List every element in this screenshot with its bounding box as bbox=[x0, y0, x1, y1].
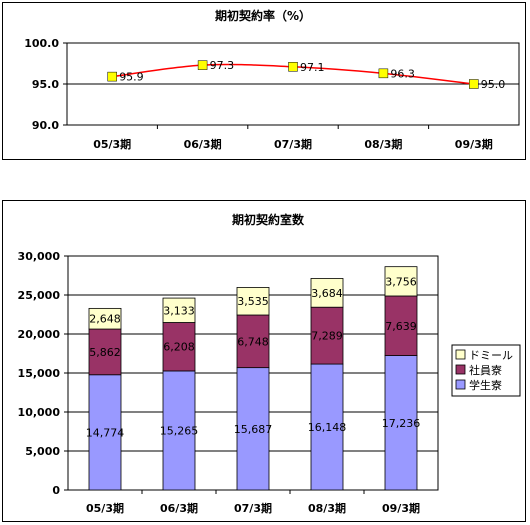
chart2-bar-segment bbox=[384, 266, 418, 297]
chart2-y-tick-label: 10,000 bbox=[18, 406, 61, 419]
chart2-x-tick-label: 07/3期 bbox=[234, 501, 272, 515]
chart2-bar-segment bbox=[384, 295, 418, 356]
chart2-bar-segment bbox=[310, 278, 344, 308]
chart2-x-tick-label: 09/3期 bbox=[382, 501, 420, 515]
chart2-data-label: 6,208 bbox=[163, 341, 195, 354]
chart1-y-tick-label: 95.0 bbox=[32, 78, 59, 91]
chart1-data-label: 95.9 bbox=[119, 71, 144, 84]
chart2-legend-swatch bbox=[455, 364, 466, 375]
chart1-x-tick-label: 06/3期 bbox=[184, 137, 222, 151]
chart2-legend-swatch bbox=[455, 379, 466, 390]
chart1-x-tick-label: 08/3期 bbox=[364, 137, 402, 151]
chart2-x-tick-label: 06/3期 bbox=[160, 501, 198, 515]
chart2-data-label: 5,862 bbox=[89, 346, 121, 359]
chart2-legend-label: 学生寮 bbox=[469, 378, 502, 392]
chart1-point-marker bbox=[197, 60, 208, 70]
chart2-data-label: 3,684 bbox=[311, 287, 343, 300]
chart2-x-tick-label: 08/3期 bbox=[308, 501, 346, 515]
chart2-data-label: 16,148 bbox=[308, 421, 347, 434]
chart2-legend-swatch bbox=[455, 349, 466, 360]
chart2-data-label: 14,774 bbox=[86, 426, 125, 439]
chart1-data-label: 97.3 bbox=[210, 59, 235, 72]
chart2-legend-label: 社員寮 bbox=[469, 363, 502, 377]
chart1-point-marker bbox=[378, 68, 389, 79]
chart2-bar-segment bbox=[88, 374, 122, 491]
chart1-data-label: 97.1 bbox=[300, 61, 325, 74]
chart2-data-label: 3,535 bbox=[237, 295, 269, 308]
contract-rate-chart-panel: 期初契約率（%） 90.0 95.0 100.0 05/3期 06/3期 07/3期 08/… bbox=[2, 2, 526, 160]
contract-rate-line-chart: 期初契約率（%） 90.0 95.0 100.0 05/3期 06/3期 07/3期 08/… bbox=[24, 8, 520, 151]
chart2-data-label: 15,265 bbox=[160, 424, 199, 437]
chart2-legend-label: ドミール bbox=[469, 349, 513, 362]
chart1-x-tick-label: 07/3期 bbox=[274, 137, 312, 151]
chart2-data-label: 17,236 bbox=[382, 417, 421, 430]
chart2-data-label: 2,648 bbox=[89, 313, 121, 326]
chart1-data-label: 95.0 bbox=[481, 78, 506, 91]
chart2-bar-segment bbox=[162, 322, 196, 372]
chart2-data-label: 3,133 bbox=[163, 304, 195, 317]
chart2-data-label: 7,639 bbox=[385, 320, 417, 333]
chart2-bar-segment bbox=[384, 355, 418, 491]
chart2-data-label: 6,748 bbox=[237, 335, 269, 348]
chart1-data-label: 96.3 bbox=[390, 67, 415, 80]
chart1-y-tick-label: 90.0 bbox=[32, 119, 59, 132]
chart2-bar-segment bbox=[236, 367, 270, 491]
chart2-bar-segment bbox=[88, 307, 122, 330]
chart2-y-tick-label: 25,000 bbox=[18, 289, 61, 302]
contract-rooms-chart-panel: 期初契約室数 0 5,000 10,000 15,000 20,000 25,000 30,… bbox=[2, 200, 526, 522]
chart2-bar-segment bbox=[88, 328, 122, 376]
chart2-y-tick-label: 5,000 bbox=[25, 445, 60, 458]
chart2-bar-segment bbox=[310, 363, 344, 491]
chart2-data-label: 7,289 bbox=[311, 330, 343, 343]
chart2-y-tick-label: 0 bbox=[52, 484, 60, 497]
chart2-y-tick-label: 15,000 bbox=[18, 367, 61, 380]
chart2-x-tick-label: 05/3期 bbox=[86, 501, 124, 515]
chart2-title: 期初契約室数 bbox=[232, 212, 305, 227]
chart1-title: 期初契約率（%） bbox=[215, 8, 311, 23]
chart2-bar-segment bbox=[310, 306, 344, 365]
chart2-y-tick-label: 20,000 bbox=[18, 328, 61, 341]
contract-rooms-stacked-bar-chart: 期初契約室数 0 5,000 10,000 15,000 20,000 25,000 30,… bbox=[18, 212, 521, 515]
chart1-y-tick-label: 100.0 bbox=[24, 37, 59, 50]
chart2-y-tick-label: 30,000 bbox=[18, 250, 61, 263]
chart1-point-marker bbox=[107, 71, 117, 82]
chart2-data-label: 15,687 bbox=[234, 423, 273, 436]
chart2-bar-segment bbox=[236, 314, 270, 369]
chart2-bar-segment bbox=[236, 287, 270, 316]
chart2-data-label: 3,756 bbox=[385, 275, 417, 288]
chart2-bar-segment bbox=[162, 297, 196, 323]
chart2-bar-segment bbox=[162, 370, 196, 491]
chart1-x-tick-label: 09/3期 bbox=[455, 137, 493, 151]
chart1-x-tick-label: 05/3期 bbox=[93, 137, 131, 151]
chart1-point-marker bbox=[469, 79, 479, 89]
chart1-point-marker bbox=[288, 62, 298, 72]
